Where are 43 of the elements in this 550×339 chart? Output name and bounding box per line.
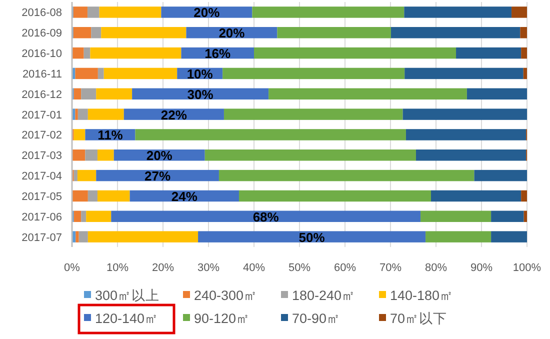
y-tick-label: 2017-06 bbox=[22, 211, 62, 224]
y-tick-label: 2016-09 bbox=[22, 28, 62, 40]
legend-label: 240-300㎡ bbox=[194, 288, 258, 303]
y-tick-label: 2017-07 bbox=[22, 232, 62, 244]
data-label: 20% bbox=[194, 5, 220, 20]
legend-label: 140-180㎡ bbox=[390, 288, 454, 303]
data-label: 68% bbox=[252, 209, 280, 224]
x-tick-label: 20% bbox=[152, 262, 174, 274]
x-tick-label: 0% bbox=[64, 262, 80, 274]
data-label: 10% bbox=[186, 66, 214, 82]
x-tick-label: 90% bbox=[470, 262, 493, 274]
y-tick-label: 2017-02 bbox=[22, 130, 62, 142]
x-tick-label: 50% bbox=[288, 262, 311, 274]
y-tick-label: 2016-08 bbox=[22, 7, 62, 20]
y-tick-label: 2017-05 bbox=[22, 190, 62, 203]
y-tick-label: 2017-03 bbox=[22, 150, 62, 162]
legend-label: 70㎡以下 bbox=[390, 311, 448, 326]
data-label: 30% bbox=[187, 86, 214, 102]
data-label: 27% bbox=[144, 168, 171, 184]
data-label: 20% bbox=[146, 148, 173, 164]
x-tick-label: 60% bbox=[334, 262, 356, 274]
legend-label: 120-140㎡ bbox=[95, 311, 159, 326]
y-tick-label: 2017-01 bbox=[22, 109, 62, 122]
data-label: 11% bbox=[98, 128, 124, 143]
data-label: 22% bbox=[160, 107, 188, 122]
x-tick-label: 10% bbox=[106, 262, 129, 274]
y-tick-label: 2016-10 bbox=[22, 48, 62, 60]
x-tick-label: 40% bbox=[242, 262, 266, 274]
y-tick-label: 2016-11 bbox=[22, 68, 62, 80]
y-tick-label: 2016-12 bbox=[22, 88, 62, 101]
data-label: 20% bbox=[218, 26, 246, 41]
legend-label: 70-90㎡ bbox=[292, 311, 341, 326]
x-tick-label: 30% bbox=[197, 262, 220, 274]
data-label: 16% bbox=[204, 46, 232, 62]
data-label: 24% bbox=[171, 188, 198, 204]
x-tick-label: 70% bbox=[379, 262, 402, 274]
x-tick-label: 80% bbox=[424, 262, 448, 274]
legend-label: 300㎡以上 bbox=[95, 288, 160, 303]
legend-label: 90-120㎡ bbox=[194, 311, 250, 326]
y-tick-label: 2017-04 bbox=[22, 170, 62, 183]
data-label: 50% bbox=[298, 230, 326, 245]
x-tick-label: 100% bbox=[512, 262, 542, 274]
legend-label: 180-240㎡ bbox=[292, 288, 356, 303]
